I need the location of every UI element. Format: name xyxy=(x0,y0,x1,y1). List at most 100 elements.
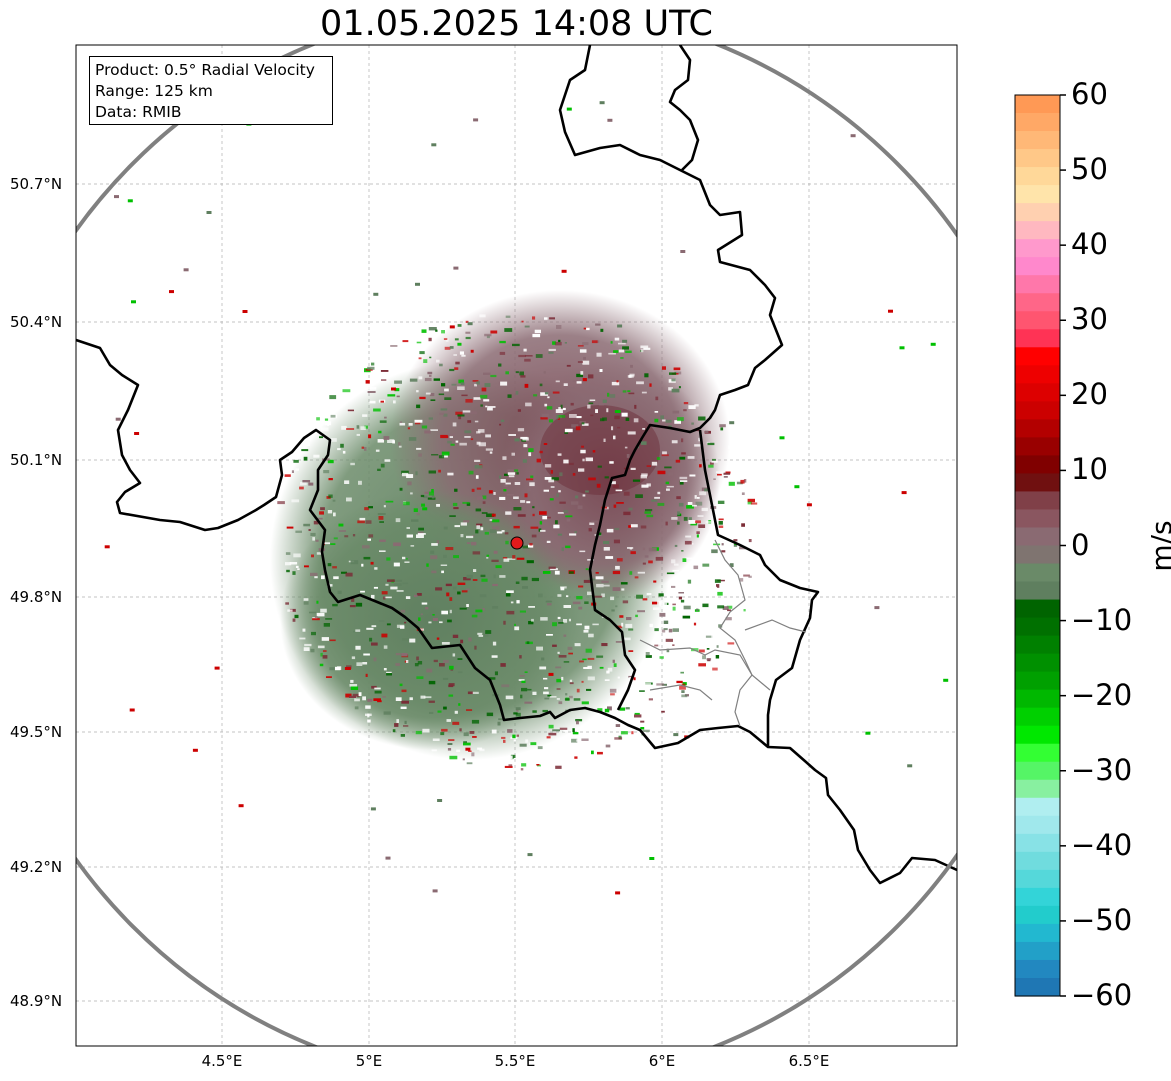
echo-pixel xyxy=(356,425,360,429)
echo-pixel xyxy=(605,744,611,748)
echo-pixel xyxy=(614,410,621,413)
echo-pixel xyxy=(500,479,506,483)
echo-pixel xyxy=(477,429,485,433)
echo-pixel xyxy=(539,521,543,525)
echo-pixel xyxy=(455,440,459,443)
echo-pixel xyxy=(681,638,690,643)
echo-pixel xyxy=(438,393,445,396)
echo-pixel xyxy=(346,428,355,430)
echo-pixel xyxy=(449,368,455,372)
echo-pixel xyxy=(588,374,594,379)
echo-pixel xyxy=(435,587,443,591)
echo-pixel xyxy=(500,419,505,422)
echo-pixel xyxy=(587,676,595,681)
echo-pixel xyxy=(503,558,510,562)
echo-pixel xyxy=(355,645,361,650)
echo-pixel xyxy=(363,653,370,656)
echo-pixel xyxy=(634,404,637,409)
echo-pixel xyxy=(441,728,448,732)
echo-pixel xyxy=(611,426,614,431)
echo-pixel xyxy=(377,513,386,515)
echo-pixel xyxy=(630,524,638,528)
echo-pixel xyxy=(656,683,664,686)
echo-pixel xyxy=(378,620,385,622)
echo-pixel xyxy=(613,504,617,508)
echo-pixel xyxy=(625,350,632,353)
echo-pixel xyxy=(395,697,402,701)
echo-pixel xyxy=(459,728,462,732)
echo-pixel xyxy=(634,712,640,715)
echo-pixel xyxy=(503,483,508,487)
echo-pixel xyxy=(552,729,560,732)
echo-pixel xyxy=(552,341,556,345)
echo-pixel xyxy=(505,540,509,545)
echo-pixel xyxy=(527,488,532,491)
echo-pixel xyxy=(312,537,315,541)
echo-pixel xyxy=(299,486,304,490)
echo-pixel xyxy=(530,742,537,746)
echo-pixel xyxy=(714,586,717,589)
echo-pixel xyxy=(665,614,671,618)
echo-pixel xyxy=(740,479,745,484)
echo-pixel xyxy=(679,480,684,485)
echo-pixel xyxy=(398,442,401,446)
echo-pixel xyxy=(452,634,459,638)
echo-pixel xyxy=(402,638,410,641)
echo-pixel xyxy=(445,583,452,587)
echo-pixel xyxy=(455,361,460,365)
echo-pixel xyxy=(416,341,422,344)
echo-pixel xyxy=(649,857,655,860)
echo-pixel xyxy=(677,521,680,525)
echo-pixel xyxy=(580,449,586,454)
echo-pixel xyxy=(651,461,658,466)
echo-pixel xyxy=(602,399,607,403)
echo-pixel xyxy=(620,582,628,585)
echo-pixel xyxy=(569,695,573,699)
echo-pixel xyxy=(555,666,562,669)
echo-pixel xyxy=(481,387,487,392)
echo-pixel xyxy=(516,600,520,604)
echo-pixel xyxy=(682,615,691,619)
echo-pixel xyxy=(563,509,569,514)
echo-pixel xyxy=(416,513,420,516)
echo-pixel xyxy=(612,659,615,663)
echo-pixel xyxy=(512,734,516,739)
lon-label: 5.5°E xyxy=(494,1052,536,1070)
echo-pixel xyxy=(628,392,635,395)
echo-pixel xyxy=(544,403,548,407)
echo-pixel xyxy=(418,527,424,531)
echo-pixel xyxy=(589,522,595,525)
echo-pixel xyxy=(587,657,595,660)
echo-pixel xyxy=(386,623,391,626)
echo-pixel xyxy=(612,587,621,591)
echo-pixel xyxy=(405,660,409,663)
echo-pixel xyxy=(465,399,473,403)
echo-pixel xyxy=(615,565,620,570)
echo-pixel xyxy=(454,338,459,341)
echo-pixel xyxy=(581,738,589,741)
echo-pixel xyxy=(609,688,617,693)
echo-pixel xyxy=(661,710,665,713)
echo-pixel xyxy=(619,553,625,557)
echo-pixel xyxy=(611,609,615,612)
echo-pixel xyxy=(699,578,704,583)
echo-pixel xyxy=(626,454,630,458)
echo-pixel xyxy=(548,348,556,351)
echo-pixel xyxy=(478,634,484,637)
echo-pixel xyxy=(548,732,557,736)
echo-pixel xyxy=(562,407,566,411)
echo-pixel xyxy=(344,667,351,670)
echo-pixel xyxy=(712,526,719,530)
range-label: Range: 125 km xyxy=(95,82,213,100)
colorbar-tick-label: −10 xyxy=(1071,602,1133,637)
echo-pixel xyxy=(443,554,447,558)
echo-pixel xyxy=(614,737,623,740)
echo-pixel xyxy=(365,673,368,677)
echo-pixel xyxy=(576,720,579,725)
echo-pixel xyxy=(524,358,531,362)
echo-pixel xyxy=(507,472,515,475)
echo-pixel xyxy=(655,556,664,561)
echo-pixel xyxy=(352,385,355,388)
echo-pixel xyxy=(575,426,581,431)
